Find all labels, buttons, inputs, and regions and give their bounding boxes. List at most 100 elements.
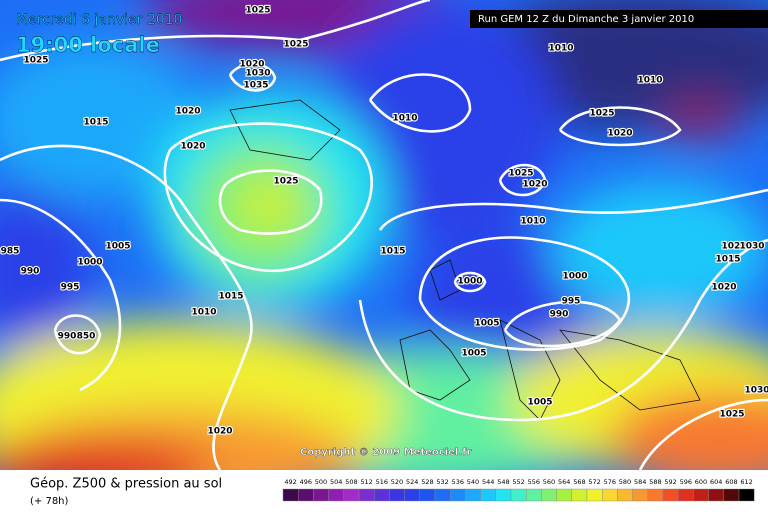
colorbar-tick-label: 500 bbox=[315, 478, 327, 486]
color-swatch bbox=[434, 488, 451, 502]
isobar-label: 1020 bbox=[175, 107, 200, 117]
colorbar-tick-label: 496 bbox=[300, 478, 312, 486]
isobar-label: 1030 bbox=[739, 242, 764, 252]
colorbar-tick-label: 588 bbox=[649, 478, 661, 486]
isobar-label: 1000 bbox=[77, 258, 102, 268]
isobar-label: 1030 bbox=[744, 386, 768, 396]
isobar-label: 1020 bbox=[239, 60, 264, 70]
color-swatch bbox=[450, 488, 466, 502]
isobar-label: 1005 bbox=[474, 319, 499, 329]
isobar-label: 1005 bbox=[527, 398, 552, 408]
colorbar-tick-label: 536 bbox=[452, 478, 464, 486]
colorbar-tick-label: 584 bbox=[634, 478, 646, 486]
color-swatch bbox=[298, 488, 314, 502]
colorbar-tick-label: 548 bbox=[497, 478, 509, 486]
isobars bbox=[0, 0, 768, 470]
color-swatch bbox=[586, 488, 603, 502]
colorbar-tick-label: 560 bbox=[543, 478, 555, 486]
color-swatch bbox=[617, 488, 633, 502]
colorbar: 492 496 500 504 508 512 516 520 524 528 532 536 540 5… bbox=[282, 478, 755, 502]
isobar-label: 1020 bbox=[711, 283, 736, 293]
color-swatch bbox=[282, 488, 299, 502]
color-swatch bbox=[632, 488, 648, 502]
colorbar-tick-label: 504 bbox=[330, 478, 342, 486]
isobar-label: 1015 bbox=[380, 247, 405, 257]
copyright: Copyright © 2009 Meteociel.fr bbox=[300, 447, 471, 458]
isobar-label: 1020 bbox=[180, 142, 205, 152]
isobar-label: 1025 bbox=[508, 169, 533, 179]
color-swatch bbox=[571, 488, 588, 502]
colorbar-tick-label: 600 bbox=[695, 478, 707, 486]
colorbar-tick-label: 532 bbox=[436, 478, 448, 486]
color-swatch bbox=[526, 488, 542, 502]
color-swatch bbox=[404, 488, 421, 502]
isobar-label: 1035 bbox=[243, 81, 268, 91]
colorbar-tick-label: 524 bbox=[406, 478, 418, 486]
colorbar-tick-label: 556 bbox=[528, 478, 540, 486]
colorbar-tick-label: 592 bbox=[664, 478, 676, 486]
isobar-label: 1005 bbox=[461, 349, 486, 359]
legend-subtitle: (+ 78h) bbox=[30, 496, 69, 507]
isobar-label: 850 bbox=[77, 332, 96, 342]
colorbar-tick-label: 512 bbox=[360, 478, 372, 486]
color-swatch bbox=[738, 488, 755, 502]
color-swatch bbox=[480, 488, 497, 502]
isobar-label: 1010 bbox=[191, 308, 216, 318]
color-swatch bbox=[343, 488, 360, 502]
isobar-label: 1010 bbox=[637, 76, 662, 86]
isobar-label: 1025 bbox=[273, 177, 298, 187]
color-swatch bbox=[693, 488, 709, 502]
isobar-label: 1005 bbox=[105, 242, 130, 252]
isobar-label: 1015 bbox=[218, 292, 243, 302]
isobar-label: 985 bbox=[1, 247, 20, 257]
run-info: Run GEM 12 Z du Dimanche 3 janvier 2010 bbox=[478, 14, 694, 25]
isobar-label: 990 bbox=[550, 310, 569, 320]
color-swatch bbox=[678, 488, 694, 502]
colorbar-tick-label: 568 bbox=[573, 478, 585, 486]
isobar-label: 1020 bbox=[607, 129, 632, 139]
isobar-label: 1010 bbox=[548, 44, 573, 54]
color-swatch bbox=[313, 488, 329, 502]
colorbar-tick-label: 528 bbox=[421, 478, 433, 486]
isobar-label: 1025 bbox=[589, 109, 614, 119]
isobar-label: 1015 bbox=[83, 118, 108, 128]
color-swatch bbox=[510, 488, 527, 502]
color-swatch bbox=[374, 488, 390, 502]
colorbar-tick-label: 608 bbox=[725, 478, 737, 486]
color-swatch bbox=[647, 488, 664, 502]
isobar-label: 990 bbox=[21, 267, 40, 277]
forecast-time: 19:00 locale bbox=[16, 33, 160, 57]
colorbar-tick-label: 492 bbox=[284, 478, 296, 486]
isobar-label: 1020 bbox=[721, 242, 746, 252]
color-swatch bbox=[419, 488, 436, 502]
isobar-label: 995 bbox=[562, 297, 581, 307]
color-swatch bbox=[602, 488, 618, 502]
colorbar-tick-label: 612 bbox=[740, 478, 752, 486]
colorbar-tick-label: 580 bbox=[619, 478, 631, 486]
isobar-label: 1025 bbox=[23, 56, 48, 66]
isobar-label: 1020 bbox=[522, 180, 547, 190]
legend-title: Géop. Z500 & pression au sol bbox=[30, 477, 222, 492]
colorbar-tick-label: 572 bbox=[588, 478, 600, 486]
color-swatch bbox=[358, 488, 375, 502]
isobar-label: 1000 bbox=[562, 272, 587, 282]
isobar-label: 1030 bbox=[245, 69, 270, 79]
colorbar-tick-label: 520 bbox=[391, 478, 403, 486]
color-swatch bbox=[389, 488, 405, 502]
isobar-label: 1025 bbox=[719, 410, 744, 420]
colorbar-tick-label: 564 bbox=[558, 478, 570, 486]
isobar-label: 1015 bbox=[715, 255, 740, 265]
colorbar-tick-label: 576 bbox=[604, 478, 616, 486]
run-banner bbox=[470, 10, 768, 28]
colorbar-tick-label: 516 bbox=[376, 478, 388, 486]
isobar-label: 1010 bbox=[520, 217, 545, 227]
color-swatch bbox=[556, 488, 572, 502]
isobar-label: 1000 bbox=[457, 277, 482, 287]
isobar-label: 1020 bbox=[207, 427, 232, 437]
colorbar-tick-label: 508 bbox=[345, 478, 357, 486]
forecast-date: Mercredi 6 janvier 2010 bbox=[16, 12, 182, 28]
color-swatch bbox=[541, 488, 557, 502]
